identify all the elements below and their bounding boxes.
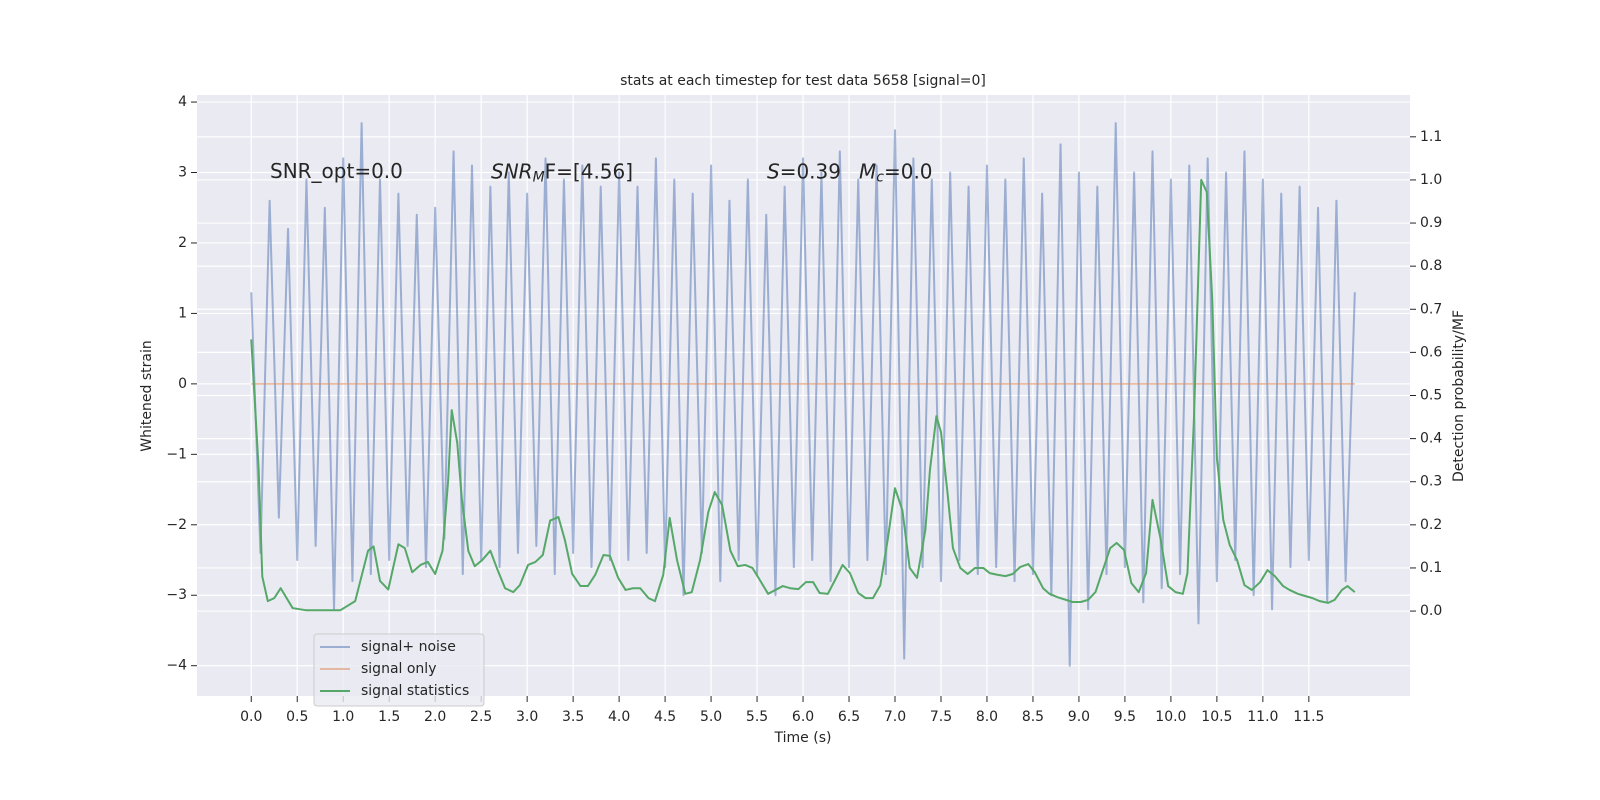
y2-tick-label: 0.9 — [1420, 215, 1442, 231]
x-tick-label: 5.0 — [700, 709, 722, 725]
legend: signal+ noise signal only signal statistic… — [313, 633, 485, 707]
x-tick-label: 10.0 — [1155, 709, 1186, 725]
annotation-sub: c — [876, 170, 884, 186]
y2-tick-label: 0.8 — [1420, 258, 1442, 274]
y2-tick-label: 0.4 — [1420, 431, 1442, 447]
y-tick-label: 2 — [178, 235, 187, 251]
annotation: SNRMF=[4.56] — [491, 159, 633, 186]
annotation-sub: M — [533, 170, 545, 186]
y2-tick-label: 0.6 — [1420, 344, 1442, 360]
x-tick-label: 4.0 — [608, 709, 630, 725]
x-tick-label: 7.0 — [884, 709, 906, 725]
x-tick-label: 9.5 — [1114, 709, 1136, 725]
x-tick-label: 0.5 — [286, 709, 308, 725]
y-tick-label: −3 — [166, 587, 187, 603]
annotation: S=0.39 — [767, 159, 841, 183]
x-tick-label: 6.0 — [792, 709, 814, 725]
annotation-tail: =0.0 — [884, 159, 933, 183]
legend-label: signal statistics — [361, 683, 469, 699]
x-tick-label: 11.5 — [1293, 709, 1324, 725]
y-tick-label: 3 — [178, 165, 187, 181]
x-tick-label: 5.5 — [746, 709, 768, 725]
x-tick-label: 11.0 — [1247, 709, 1278, 725]
chart-title: stats at each timestep for test data 565… — [620, 73, 986, 89]
x-tick-label: 6.5 — [838, 709, 860, 725]
x-tick-label: 8.0 — [976, 709, 998, 725]
annotation-tail: F=[4.56] — [545, 159, 633, 183]
y-tick-label: −1 — [166, 446, 187, 462]
y2-tick-label: 0.3 — [1420, 474, 1442, 490]
y2-tick-label: 1.1 — [1420, 129, 1442, 145]
x-tick-label: 3.5 — [562, 709, 584, 725]
x-axis-label: Time (s) — [774, 730, 832, 746]
y2-tick-label: 0.7 — [1420, 301, 1442, 317]
y2-tick-label: 0.2 — [1420, 517, 1442, 533]
legend-label: signal+ noise — [361, 639, 456, 655]
x-tick-label: 1.0 — [332, 709, 354, 725]
x-tick-label: 7.5 — [930, 709, 952, 725]
legend-box — [313, 633, 485, 707]
y-tick-label: 4 — [178, 94, 187, 110]
y-axis-label: Whitened strain — [139, 340, 155, 451]
x-tick-label: 1.5 — [378, 709, 400, 725]
series-line — [250, 122, 1356, 667]
series-line — [250, 178, 1356, 612]
annotation: SNR_opt=0.0 — [270, 159, 403, 183]
x-tick-label: 2.0 — [424, 709, 446, 725]
y-tick-label: 0 — [178, 376, 187, 392]
x-tick-label: 10.5 — [1201, 709, 1232, 725]
x-tick-label: 4.5 — [654, 709, 676, 725]
legend-label: signal only — [361, 661, 436, 677]
y2-tick-label: 1.0 — [1420, 172, 1442, 188]
annotation-tail: =0.39 — [780, 159, 841, 183]
x-tick-label: 8.5 — [1022, 709, 1044, 725]
x-tick-label: 2.5 — [470, 709, 492, 725]
x-tick-label: 3.0 — [516, 709, 538, 725]
y2-tick-label: 0.1 — [1420, 560, 1442, 576]
marks — [250, 122, 1356, 667]
y-tick-label: −2 — [166, 517, 187, 533]
annotation-base: SNR — [491, 159, 533, 183]
annotation: Mc=0.0 — [859, 159, 933, 186]
x-tick-label: 9.0 — [1068, 709, 1090, 725]
y2-axis-label: Detection probability/MF — [1451, 310, 1467, 482]
annotation-base: M — [859, 159, 876, 183]
y2-tick-label: 0.5 — [1420, 388, 1442, 404]
y2-tick-label: 0.0 — [1420, 603, 1442, 619]
y-tick-label: 1 — [178, 305, 187, 321]
labels: 0.0 0.5 1.0 1.5 2.0 2.5 3.0 3.5 4.0 4.5 5.0 5.5 6.0 6… — [166, 94, 1442, 725]
y-tick-label: −4 — [166, 658, 187, 674]
annotation-base: S — [767, 159, 780, 183]
x-tick-label: 0.0 — [240, 709, 262, 725]
